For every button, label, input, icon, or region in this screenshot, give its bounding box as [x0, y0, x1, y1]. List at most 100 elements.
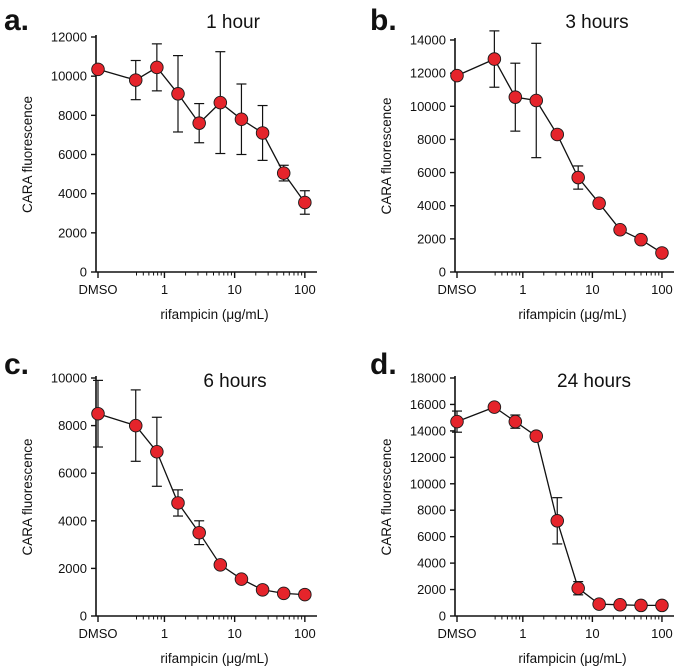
panel-2: b. 3 hours 0 2000 4000 6000 8000 10000 12000 1400…: [370, 4, 674, 322]
x-axis-title: rifampicin (μg/mL): [518, 307, 626, 322]
data-point: [128, 73, 143, 87]
series-line: [456, 406, 662, 607]
y-tick-label: 14000: [410, 423, 446, 438]
data-point: [613, 598, 627, 612]
y-tick-label: 18000: [410, 371, 446, 386]
panel-1: a. 1 hour 0 2000 4000 6000 8000 10000 12000 DMSO 1…: [4, 4, 317, 322]
data-point: [91, 406, 105, 421]
x-axis-title: rifampicin (μg/mL): [160, 651, 268, 666]
data-point: [550, 127, 564, 142]
data-point: [508, 414, 523, 429]
y-tick-label: 8000: [417, 503, 446, 518]
data-point: [450, 68, 464, 83]
data-point: [298, 195, 312, 210]
y-tick-label: 6000: [58, 147, 87, 162]
data-point: [529, 93, 544, 108]
y-tick-label: 4000: [58, 186, 87, 201]
y-tick-label: 2000: [417, 582, 446, 597]
y-axis-title: CARA fluorescence: [20, 438, 35, 555]
y-tick-label: 6000: [58, 466, 87, 481]
y-tick-label: 2000: [58, 561, 87, 576]
panel-letter: b.: [370, 4, 397, 37]
x-tick-label: 10: [585, 282, 599, 297]
data-point: [234, 112, 249, 126]
y-tick-label: 0: [80, 609, 87, 624]
panel-title: 3 hours: [565, 12, 628, 33]
x-axis-title: rifampicin (μg/mL): [160, 307, 268, 322]
x-tick-label: 100: [651, 282, 673, 297]
series-line: [97, 413, 305, 596]
x-tick-label: 1: [161, 626, 168, 641]
data-point: [150, 445, 164, 459]
x-tick-label: DMSO: [438, 626, 477, 641]
data-point: [655, 598, 669, 613]
y-tick-label: 12000: [51, 30, 87, 45]
data-point: [213, 95, 228, 110]
y-tick-label: 8000: [58, 418, 87, 433]
data-point: [550, 514, 564, 528]
data-point: [171, 87, 185, 101]
data-point: [508, 90, 523, 104]
x-tick-label: 100: [294, 282, 316, 297]
series-line: [97, 66, 306, 203]
data-point: [298, 587, 312, 602]
data-point: [128, 418, 143, 433]
y-tick-label: 2000: [58, 225, 87, 240]
data-point: [171, 496, 185, 510]
y-axis-title: CARA fluorescence: [20, 96, 35, 213]
panel-title: 24 hours: [557, 371, 631, 392]
data-point: [592, 196, 606, 210]
y-tick-label: 12000: [410, 66, 446, 81]
x-tick-label: 1: [519, 626, 526, 641]
data-point: [255, 583, 270, 597]
series-line: [456, 58, 663, 254]
data-point: [450, 414, 464, 429]
y-tick-label: 16000: [410, 397, 446, 412]
data-point: [634, 232, 648, 247]
panel-letter: d.: [370, 348, 397, 381]
data-point: [255, 126, 270, 140]
y-tick-label: 6000: [417, 165, 446, 180]
data-point: [571, 170, 585, 185]
x-tick-label: DMSO: [79, 626, 118, 641]
y-tick-label: 10000: [51, 371, 87, 386]
y-tick-label: 6000: [417, 529, 446, 544]
y-tick-label: 4000: [417, 556, 446, 571]
y-tick-label: 8000: [58, 108, 87, 123]
panel-title: 6 hours: [203, 371, 266, 392]
y-tick-label: 12000: [410, 450, 446, 465]
y-tick-label: 14000: [410, 33, 446, 48]
y-tick-label: 10000: [410, 476, 446, 491]
panel-4: d. 24 hours 0 2000 4000 6000 8000 10000 12000 140…: [370, 348, 674, 666]
y-tick-label: 0: [80, 265, 87, 280]
data-point: [192, 525, 206, 540]
panel-letter: c.: [4, 348, 29, 381]
x-axis-title: rifampicin (μg/mL): [518, 651, 626, 666]
y-axis-title: CARA fluorescence: [379, 438, 394, 555]
y-tick-label: 10000: [410, 99, 446, 114]
data-point: [487, 400, 502, 414]
panel-title: 1 hour: [206, 12, 261, 33]
x-tick-label: 1: [519, 282, 526, 297]
x-tick-label: 10: [227, 282, 241, 297]
y-tick-label: 8000: [417, 132, 446, 147]
x-tick-label: 1: [161, 282, 168, 297]
data-point: [613, 222, 627, 237]
data-point: [655, 246, 669, 260]
x-tick-label: 100: [651, 626, 673, 641]
x-tick-label: 100: [294, 626, 316, 641]
data-point: [91, 62, 105, 77]
data-point: [234, 572, 249, 586]
y-tick-label: 4000: [58, 513, 87, 528]
panel-letter: a.: [4, 4, 29, 37]
data-point: [276, 166, 291, 180]
panel-3: c. 6 hours 0 2000 4000 6000 8000 10000 DMSO 1 10 10…: [4, 348, 317, 666]
data-point: [571, 581, 585, 595]
y-tick-label: 10000: [51, 69, 87, 84]
x-tick-label: 10: [227, 626, 241, 641]
y-tick-label: 0: [439, 265, 446, 280]
data-point: [276, 586, 291, 601]
data-point: [634, 598, 648, 613]
data-point: [529, 429, 544, 443]
